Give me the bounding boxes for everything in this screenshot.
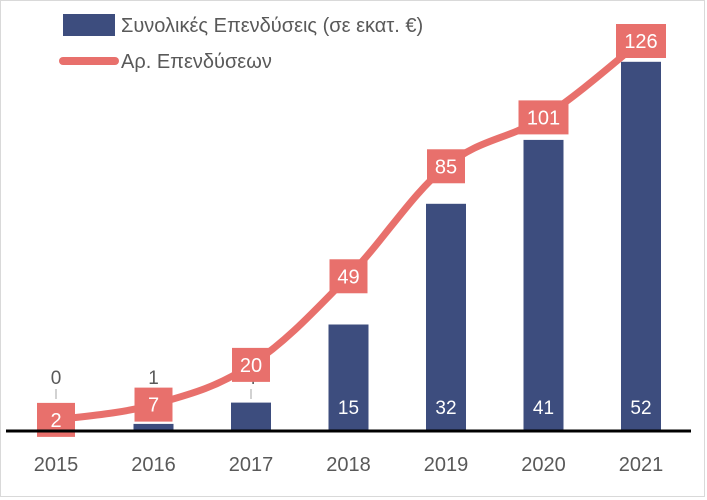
- x-tick-2018: 2018: [326, 454, 371, 476]
- bars: 01415324152: [51, 61, 661, 432]
- line-point-2019: [427, 149, 465, 184]
- legend-bar-swatch: [63, 14, 115, 36]
- x-tick-2019: 2019: [424, 454, 469, 476]
- line-value-label-2016: 7: [148, 395, 159, 417]
- bar-value-label-2021: 52: [630, 398, 651, 419]
- bar-2021: [621, 61, 661, 432]
- line-value-label-2015: 2: [50, 410, 61, 432]
- line-value-label-2019: 85: [435, 156, 457, 178]
- line-layer: 2 7 20 49 85 101 126: [37, 24, 666, 437]
- legend-bar-label: Συνολικές Επενδύσεις (σε εκατ. €): [121, 15, 423, 37]
- bar-value-label-2020: 41: [533, 398, 554, 419]
- bar-value-label-2016: 1: [148, 368, 159, 389]
- bar-value-label-2015: 0: [51, 368, 62, 389]
- line-value-label-2020: 101: [527, 107, 560, 129]
- line-point-2017: [232, 347, 270, 382]
- line-point-2016: [134, 387, 173, 422]
- x-tick-2016: 2016: [131, 454, 176, 476]
- x-tick-2021: 2021: [619, 454, 664, 476]
- bar-value-label-2018: 15: [338, 398, 359, 419]
- bar-2020: [523, 139, 564, 431]
- line-value-label-2021: 126: [624, 31, 657, 53]
- line-point-2018: [329, 259, 368, 294]
- line-value-label-2017: 20: [240, 355, 262, 377]
- bar-value-label-2019: 32: [435, 398, 456, 419]
- line-value-label-2018: 49: [337, 266, 359, 288]
- bar-2016: [133, 423, 174, 431]
- bar-2017: [231, 402, 271, 431]
- x-tick-2020: 2020: [521, 454, 566, 476]
- legend-line-label: Αρ. Επενδύσεων: [121, 51, 272, 73]
- legend: Συνολικές Επενδύσεις (σε εκατ. €) Αρ. Επ…: [59, 14, 423, 73]
- line-point-2020: [518, 100, 569, 135]
- line-point-2021: [616, 24, 666, 58]
- x-tick-2015: 2015: [34, 454, 79, 476]
- x-tick-2017: 2017: [229, 454, 274, 476]
- bar-2018: [328, 324, 369, 431]
- x-tick-labels: 2015 2016 2017 2018 2019 2020 2021: [34, 454, 664, 476]
- bar-2019: [426, 203, 466, 431]
